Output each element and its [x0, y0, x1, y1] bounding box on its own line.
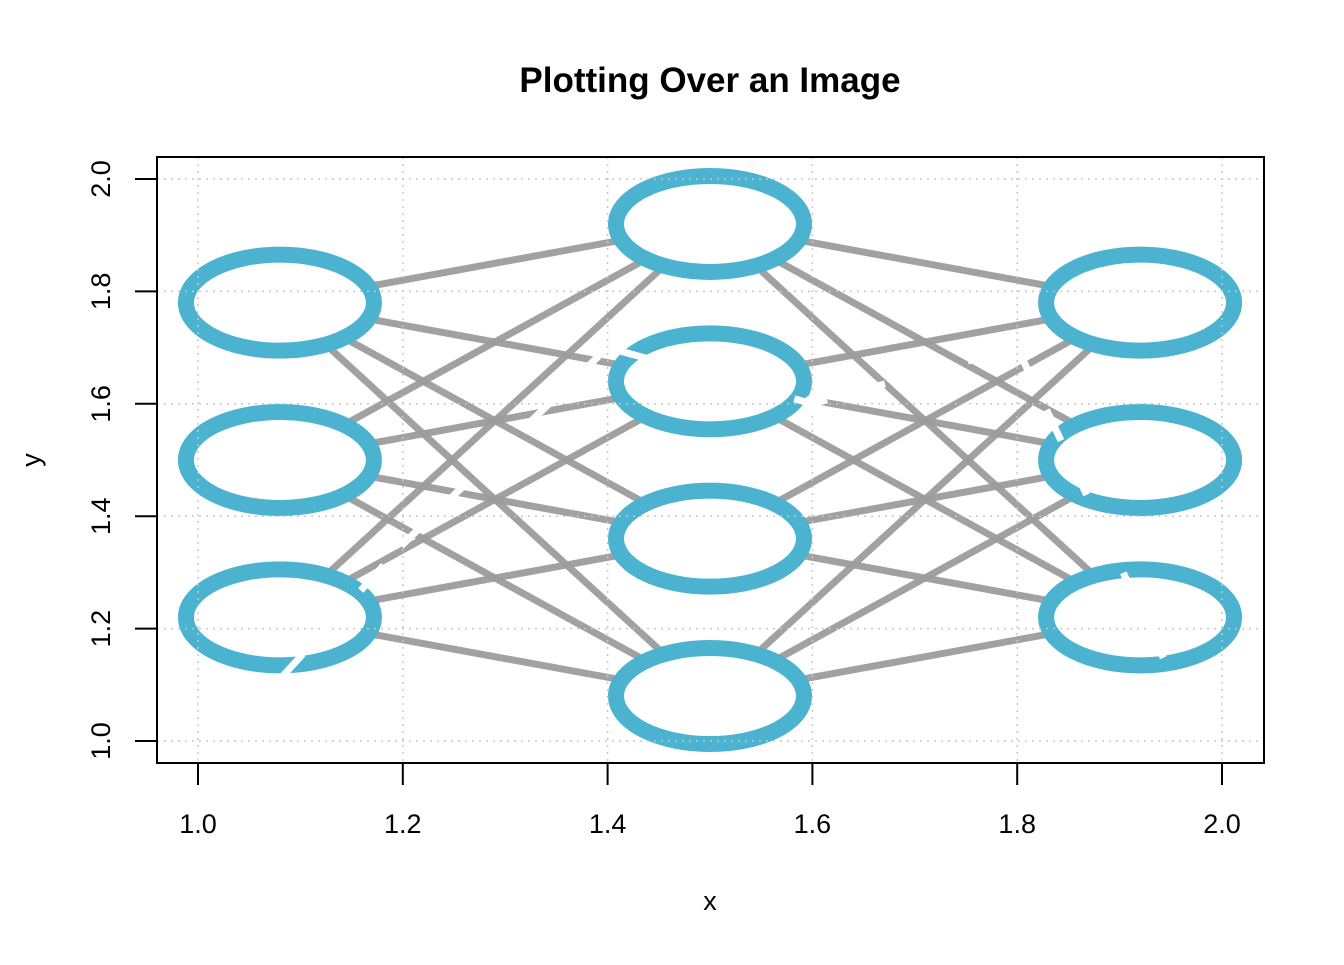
- series-layer: [277, 344, 1174, 682]
- y-tick-label-1: 1.2: [86, 610, 116, 648]
- network-node-0-2: [177, 561, 382, 674]
- x-tick-label-3: 1.6: [794, 809, 832, 839]
- y-axis-title: y: [16, 453, 46, 467]
- network-node-1-0: [608, 167, 812, 280]
- network-node-0-1: [177, 404, 382, 516]
- x-tick-label-2: 1.4: [589, 809, 627, 839]
- network-node-2-0: [1038, 246, 1243, 359]
- series-line-0: [277, 344, 1174, 682]
- y-tick-label-5: 2.0: [86, 160, 116, 198]
- x-tick-label-0: 1.0: [179, 809, 217, 839]
- network-node-1-1: [608, 325, 812, 438]
- network-edge-1-3-0: [706, 299, 1144, 700]
- network-node-1-2: [608, 482, 812, 595]
- network-node-2-1: [1038, 404, 1243, 516]
- x-tick-label-4: 1.8: [998, 809, 1036, 839]
- network-edge-0-2-0: [276, 220, 714, 621]
- x-tick-label-1: 1.2: [384, 809, 422, 839]
- x-axis-title: x: [703, 886, 717, 916]
- y-axis: 1.0 1.2 1.4 1.6 1.8 2.0: [86, 160, 158, 760]
- y-tick-label-3: 1.6: [86, 385, 116, 423]
- background-image-network-diagram: [177, 167, 1243, 753]
- network-node-2-2: [1038, 561, 1243, 674]
- grid: [157, 157, 1264, 763]
- series-marker-0: [803, 394, 822, 413]
- y-tick-label-4: 1.8: [86, 273, 116, 311]
- x-tick-label-5: 2.0: [1203, 809, 1241, 839]
- network-node-0-0: [177, 246, 382, 359]
- x-axis: 1.0 1.2 1.4 1.6 1.8 2.0: [179, 762, 1241, 839]
- network-node-1-3: [608, 640, 812, 753]
- network-nodes: [177, 167, 1243, 753]
- chart-title: Plotting Over an Image: [519, 61, 900, 100]
- y-tick-label-2: 1.4: [86, 497, 116, 535]
- network-edges: [276, 220, 1144, 700]
- y-tick-label-0: 1.0: [86, 722, 116, 760]
